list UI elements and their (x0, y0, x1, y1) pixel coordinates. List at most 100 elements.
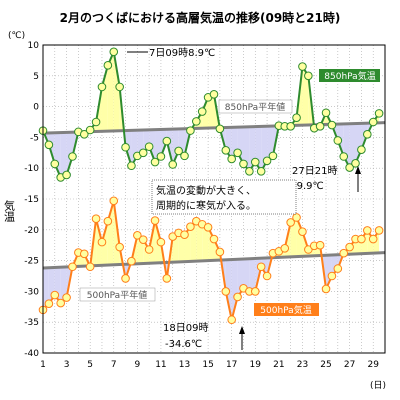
plot-frame (42, 44, 386, 354)
series-850-point (197, 107, 207, 116)
anomaly-fill (196, 221, 203, 262)
x-tick-label: 27 (344, 360, 355, 370)
series-850-point (44, 140, 54, 150)
series-500-point (56, 298, 65, 308)
series-850-point (50, 159, 60, 169)
anomaly-fill (60, 132, 67, 178)
series-500-point (138, 235, 148, 244)
series-500-point (186, 222, 195, 232)
annotation-min850-line2: -9.9℃ (293, 181, 324, 192)
series-500-point (91, 214, 101, 224)
anomaly-fill (43, 267, 49, 310)
series-500-point (280, 243, 290, 253)
y-tick-label: 5 (33, 72, 39, 82)
series-points (38, 47, 384, 325)
series-850-point (292, 113, 301, 122)
x-tick-label: 25 (320, 360, 331, 370)
series-850-point (250, 157, 260, 167)
anomaly-fill (190, 221, 197, 262)
series-850-point (85, 125, 95, 135)
x-tick-label: 9 (134, 360, 140, 370)
series-850-point (298, 62, 307, 71)
series-500-point (374, 226, 384, 235)
series-850-point (91, 117, 101, 127)
label-850-normal: 850hPa平年値 (218, 99, 293, 114)
series-500-point (215, 247, 225, 257)
series-850-point (79, 130, 89, 139)
annotation-min500-line2: -34.6℃ (165, 339, 202, 350)
series-850-point (233, 148, 242, 158)
series-500-point (345, 242, 354, 252)
label-850-series-text: 850hPa気温 (324, 70, 375, 82)
axes (42, 44, 386, 354)
anomaly-fill (290, 217, 297, 257)
series-500-point (286, 218, 295, 227)
series-500-point (50, 290, 60, 300)
y-tick-label: -30 (24, 287, 39, 297)
y-axis-title: 気温 (3, 199, 16, 222)
x-tick-label: 13 (179, 360, 190, 370)
y-tick-label: -15 (24, 195, 39, 205)
anomaly-fill (296, 217, 303, 257)
series-850-point (315, 122, 325, 131)
annotation-max850: 7日09時8.9℃ (127, 47, 215, 59)
series-850-point (174, 146, 183, 156)
series-850-point (138, 148, 148, 158)
normal-line (42, 251, 386, 270)
anomaly-fill (249, 258, 256, 292)
series-500-point (156, 237, 166, 247)
series-850-point (215, 124, 225, 134)
series-500-point (298, 227, 307, 236)
anomaly-fill (172, 128, 179, 165)
x-tick-label: 17 (226, 360, 237, 370)
series-850-point (121, 142, 130, 152)
series-850-point (103, 61, 113, 70)
series-500-point (180, 230, 189, 240)
series-500-point (357, 234, 366, 244)
series-850-point (221, 146, 231, 155)
y-tick-label: -35 (24, 318, 39, 328)
x-tick-label: 7 (111, 360, 117, 370)
annotation-min850: 27日21時 -9.9℃ (292, 165, 361, 192)
series-500-line (42, 200, 380, 320)
label-850-normal-text: 850hPa平年値 (225, 101, 285, 113)
series-500-point (339, 248, 349, 258)
anomaly-fill (208, 94, 214, 129)
y-tick-label: 0 (33, 103, 39, 113)
x-tick-label: 23 (297, 360, 308, 370)
series-850-point (150, 157, 160, 167)
anomaly-fill (202, 224, 209, 261)
y-tick-label: -10 (24, 164, 39, 174)
annotation-note: 気温の変動が大きく、 周期的に寒気が入る。 (151, 179, 297, 215)
series-500-point (133, 231, 142, 240)
series-850-point (256, 166, 266, 176)
series-850-point (68, 152, 77, 161)
x-tick-label: 19 (250, 360, 262, 370)
x-tick-label: 5 (87, 360, 93, 370)
series-850-point (333, 136, 343, 145)
label-500-normal-text: 500hPa平年値 (87, 289, 147, 301)
annotation-min850-line1: 27日21時 (292, 165, 337, 177)
series-500-point (227, 315, 236, 325)
series-850-point (239, 159, 248, 169)
series-500-point (221, 287, 231, 296)
series-500-point (315, 240, 325, 250)
series-850-point (156, 152, 166, 161)
x-tick-label: 11 (155, 360, 166, 370)
series-500-point (256, 262, 266, 272)
anomaly-fill (326, 254, 332, 289)
anomaly-fill (178, 232, 185, 262)
series-850-point (192, 117, 201, 126)
series-850-point (180, 151, 189, 161)
series-850-point (186, 126, 195, 135)
y-tick-label: -20 (24, 226, 39, 236)
series-500-point (333, 264, 343, 273)
series-850-point (127, 161, 136, 171)
series-500-point (62, 293, 71, 302)
series-500-point (321, 284, 331, 294)
anomaly-fill (302, 66, 309, 126)
series-850-point (227, 154, 236, 164)
series-850-point (374, 109, 384, 118)
label-500-series-text: 500hPa気温 (260, 304, 311, 316)
